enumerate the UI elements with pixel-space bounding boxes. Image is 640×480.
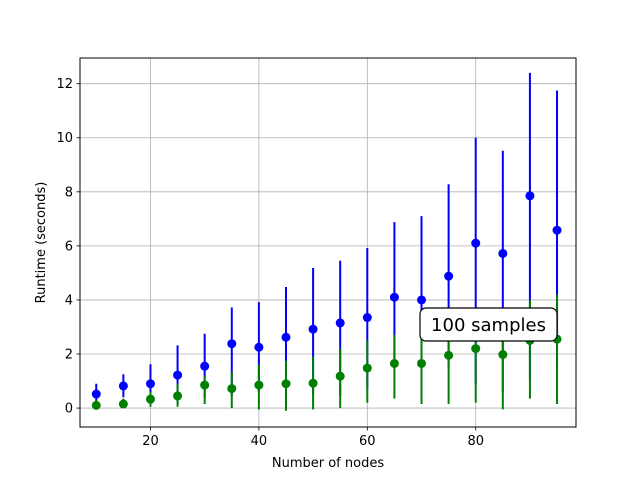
data-point [173,391,183,401]
data-point [118,381,128,391]
y-axis-label: Runtime (seconds) [34,182,49,304]
y-tick-label: 4 [65,293,73,308]
y-tick-label: 12 [56,77,73,92]
data-point [118,399,128,409]
annotation-frame [419,307,558,342]
x-axis-label: Number of nodes [272,456,384,471]
annotation-box: 100 samples [419,307,558,342]
data-point [362,313,372,323]
data-point [254,380,264,390]
data-point [91,389,101,399]
y-tick-label: 2 [65,348,73,363]
data-point [498,248,508,258]
x-tick-label: 60 [359,434,376,449]
data-point [200,380,210,390]
x-tick-label: 20 [142,434,159,449]
x-tick-label: 40 [251,434,268,449]
data-point [91,400,101,410]
data-point [389,292,399,302]
data-point [281,332,291,342]
y-tick-label: 0 [65,402,73,417]
data-point [525,191,535,201]
data-point [145,379,155,389]
y-tick-label: 6 [65,239,73,254]
data-point [444,271,454,281]
data-point [335,318,345,328]
data-point [444,350,454,360]
data-point [417,295,427,305]
ticks: 20 40 60 80 0 2 4 6 8 10 12 [56,77,484,449]
data-point [200,361,210,371]
series-layer [91,72,562,411]
plot-frame [79,57,577,428]
data-point [308,378,318,388]
grid [80,58,576,427]
data-point [173,370,183,380]
data-point [471,344,481,354]
data-point [417,358,427,368]
data-point [227,384,237,394]
data-point [389,358,399,368]
data-point [552,225,562,235]
data-point [498,350,508,360]
data-point [227,339,237,349]
data-point [335,371,345,381]
x-tick-label: 80 [467,434,484,449]
annotation-label: 100 samples [431,315,546,336]
data-point [254,342,264,352]
y-tick-label: 8 [65,185,73,200]
data-point [281,379,291,389]
data-point [471,238,481,248]
data-point [362,363,372,373]
data-point [308,324,318,334]
data-point [145,394,155,404]
y-tick-label: 10 [56,131,73,146]
